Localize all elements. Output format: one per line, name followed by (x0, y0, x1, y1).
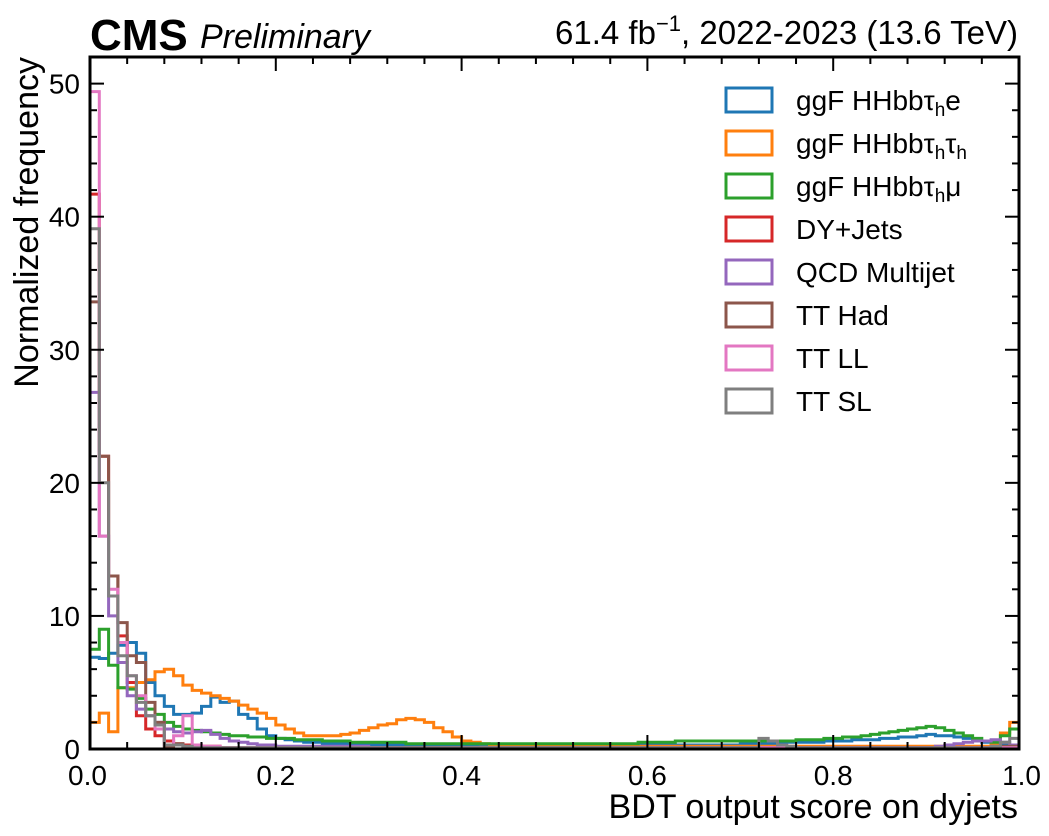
x-tick-label: 0.2 (256, 760, 295, 791)
x-tick-label: 0.8 (814, 760, 853, 791)
x-tick-label: 0.4 (442, 760, 481, 791)
legend-label: ggF HHbbτhμ (796, 171, 961, 207)
legend-item: DY+Jets (724, 214, 903, 245)
lumi-exponent: −1 (656, 11, 681, 36)
legend-item: TT SL (724, 386, 872, 417)
legend-swatch (724, 258, 774, 286)
legend-swatch (724, 344, 774, 372)
histogram-series-3 (88, 627, 1021, 749)
x-tick-label: 0.0 (68, 760, 107, 791)
lumi-energy: , 2022-2023 (13.6 TeV) (681, 14, 1018, 51)
legend-label: TT SL (796, 386, 872, 417)
legend-label: ggF HHbbτhe (796, 85, 961, 121)
y-tick-label: 0 (64, 734, 80, 765)
y-axis-label: Normalized frequency (8, 57, 46, 388)
legend-swatch (724, 387, 774, 415)
legend-item: ggF HHbbτhμ (724, 171, 961, 207)
legend-item: TT LL (724, 343, 869, 374)
legend-item: QCD Multijet (724, 257, 955, 288)
legend-swatch (724, 301, 774, 329)
legend-item: TT Had (724, 300, 889, 331)
y-tick-label: 20 (49, 468, 80, 499)
y-tick-label: 40 (49, 202, 80, 233)
y-tick-labels: 0 10 20 30 40 50 (49, 69, 80, 765)
x-tick-label: 1.0 (1002, 760, 1041, 791)
legend-swatch (724, 215, 774, 243)
legend-item: ggF HHbbτhτh (724, 128, 967, 164)
chart-legend: ggF HHbbτhe ggF HHbbτhτh ggF HHbbτhμ DY+Jet… (724, 85, 967, 417)
legend-swatch (724, 172, 774, 200)
plot-frame (88, 55, 1021, 751)
y-tick-label: 50 (49, 69, 80, 100)
status-label: Preliminary (200, 18, 372, 56)
legend-label: TT LL (796, 343, 869, 374)
legend-swatch (724, 86, 774, 114)
x-tick-labels: 0.0 0.2 0.4 0.6 0.8 1.0 (68, 760, 1041, 791)
luminosity-label: 61.4 fb−1, 2022-2023 (13.6 TeV) (555, 11, 1018, 51)
legend-label: TT Had (796, 300, 889, 331)
histogram-series-6 (88, 300, 1021, 750)
x-axis-label: BDT output score on dyjets (609, 788, 1018, 826)
histogram-series-5 (88, 390, 1021, 750)
legend-item: ggF HHbbτhe (724, 85, 961, 121)
experiment-label: CMS (90, 11, 188, 60)
legend-label: ggF HHbbτhτh (796, 128, 967, 164)
legend-swatch (724, 129, 774, 157)
chart-header: CMS Preliminary 61.4 fb−1, 2022-2023 (13… (90, 11, 1018, 60)
y-tick-label: 30 (49, 335, 80, 366)
legend-label: QCD Multijet (796, 257, 955, 288)
legend-label: DY+Jets (796, 214, 903, 245)
axis-ticks-group (89, 56, 1020, 750)
lumi-value: 61.4 fb (555, 14, 656, 51)
y-tick-label: 10 (49, 601, 80, 632)
x-tick-label: 0.6 (628, 760, 667, 791)
